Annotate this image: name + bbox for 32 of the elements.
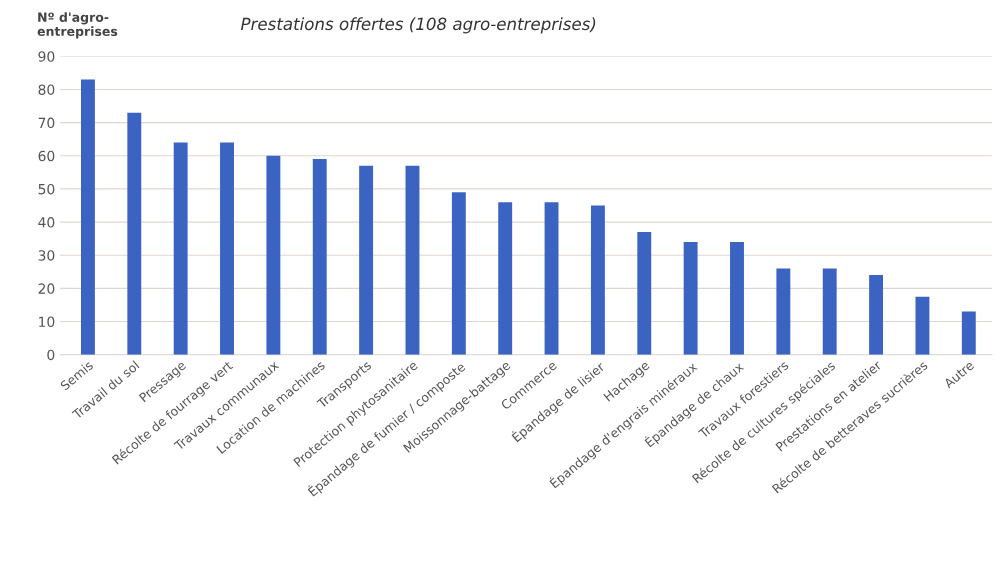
bar bbox=[822, 268, 837, 355]
y-tick-label: 50 bbox=[38, 183, 55, 195]
bar bbox=[405, 165, 420, 355]
bar bbox=[915, 296, 930, 355]
y-tick-label: 70 bbox=[38, 117, 55, 129]
bar bbox=[266, 155, 281, 355]
bar bbox=[730, 241, 744, 355]
bar bbox=[359, 165, 374, 355]
chart-title: Prestations offertes (108 agro-entreprises) bbox=[240, 17, 596, 34]
bar bbox=[869, 275, 884, 355]
bar bbox=[498, 202, 513, 355]
bar bbox=[961, 311, 976, 355]
y-axis-title: Nº d'agro- entreprises bbox=[37, 12, 118, 39]
y-tick-label: 10 bbox=[39, 316, 55, 328]
y-tick-label: 0 bbox=[47, 349, 55, 361]
bar bbox=[544, 202, 559, 355]
y-tick-label: 90 bbox=[38, 51, 55, 62]
bar bbox=[776, 268, 791, 355]
y-tick-label: 20 bbox=[38, 283, 55, 294]
bar bbox=[173, 142, 188, 355]
y-tick-label: 80 bbox=[38, 84, 55, 95]
bar bbox=[683, 241, 698, 355]
bar bbox=[590, 205, 605, 355]
bar bbox=[127, 112, 142, 355]
bar bbox=[312, 159, 327, 355]
y-tick-label: 30 bbox=[38, 250, 55, 261]
y-tick-label: 60 bbox=[38, 150, 55, 162]
bar bbox=[637, 232, 652, 355]
bar bbox=[80, 79, 95, 355]
y-tick-label: 40 bbox=[38, 217, 55, 228]
bar bbox=[220, 142, 234, 355]
bar bbox=[451, 192, 466, 355]
